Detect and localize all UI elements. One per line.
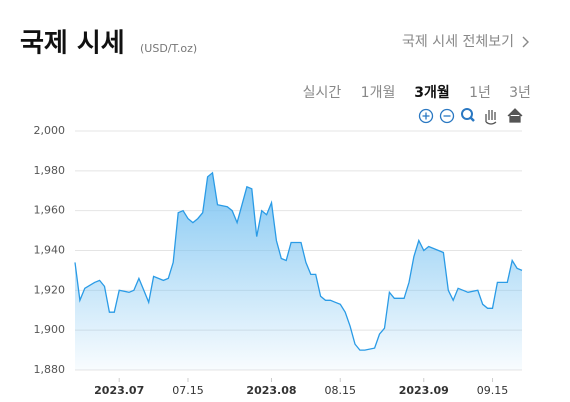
y-tick-label: 2,000 [34, 124, 66, 137]
title: 국제 시세 [20, 29, 125, 59]
y-tick-label: 1,980 [34, 164, 66, 177]
y-tick-label: 1,920 [34, 283, 66, 296]
y-tick-label: 1,960 [34, 204, 66, 217]
y-tick-label: 1,940 [34, 244, 66, 257]
y-tick-label: 1,900 [34, 323, 66, 336]
home[interactable] [507, 108, 523, 123]
x-tick-label: 09.15 [477, 384, 509, 397]
x-tick-label: 2023.09 [399, 384, 449, 397]
chevron[interactable] [522, 36, 529, 48]
area [75, 172, 522, 370]
x-tick-label: 08.15 [325, 384, 357, 397]
period-tab[interactable]: 실시간 [303, 85, 342, 101]
view-all-link[interactable]: 국제 시세 전체보기 [402, 34, 514, 50]
x-tick-label: 07.15 [172, 384, 204, 397]
toolbar [418, 108, 523, 125]
x-tick-label: 2023.08 [246, 384, 296, 397]
zoom-in[interactable] [418, 108, 434, 124]
period-tab[interactable]: 1개월 [361, 85, 396, 101]
zoom[interactable] [461, 108, 473, 120]
unit: (USD/T.oz) [140, 42, 197, 55]
x-tick-label: 2023.07 [94, 384, 144, 397]
period-tab[interactable]: 3개월 [414, 84, 450, 101]
pan[interactable] [485, 110, 497, 125]
y-tick-label: 1,880 [34, 363, 66, 376]
line [74, 171, 523, 351]
zoom-out[interactable] [439, 108, 455, 124]
period-tab[interactable]: 3년 [509, 85, 531, 101]
period-tab[interactable]: 1년 [469, 85, 491, 101]
